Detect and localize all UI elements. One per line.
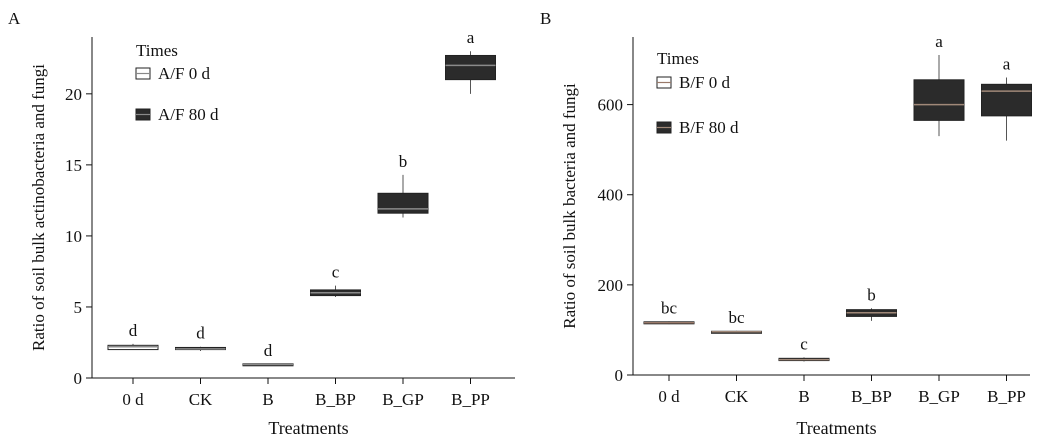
box-body	[981, 83, 1032, 117]
legend-item: A/F 80 d	[135, 105, 219, 124]
legend: Times B/F 0 d B/F 80 d	[656, 49, 739, 137]
legend-label: B/F 80 d	[679, 118, 739, 137]
x-tick-label: B_PP	[451, 390, 490, 409]
significance-letter: b	[399, 152, 408, 171]
x-tick-label: 0 d	[122, 390, 144, 409]
box-body	[445, 54, 496, 81]
x-tick-label: CK	[189, 390, 213, 409]
x-tick-label: B	[798, 387, 809, 406]
box-plot-b-bp: b	[846, 285, 897, 321]
panel-label: A	[8, 9, 21, 28]
box-body	[377, 192, 429, 214]
significance-letter: a	[467, 28, 475, 47]
box-plot-b-bp: c	[310, 263, 361, 298]
x-tick-label: B_BP	[315, 390, 356, 409]
chart-panel-a: A 0 5 10 15 20 Ratio of soil bulk actinobacter…	[8, 9, 515, 438]
x-axis-label: Treatments	[796, 418, 876, 438]
x-tick-label: B_GP	[382, 390, 424, 409]
significance-letter: a	[1003, 55, 1011, 74]
y-tick-label: 0	[615, 366, 624, 385]
x-tick-label: CK	[725, 387, 749, 406]
box-plot-b: c	[778, 334, 830, 362]
box-body	[913, 79, 965, 121]
significance-letter: bc	[728, 308, 745, 327]
x-tick-label: 0 d	[658, 387, 680, 406]
x-tick-label: B_PP	[987, 387, 1026, 406]
significance-letter: d	[129, 321, 138, 340]
legend-item: B/F 80 d	[656, 118, 739, 137]
panel-label: B	[540, 9, 551, 28]
legend-item: A/F 0 d	[135, 64, 210, 83]
y-tick-label: 0	[74, 369, 83, 388]
y-tick-label: 15	[65, 156, 82, 175]
y-tick-label: 200	[598, 276, 624, 295]
x-tick-label: B_BP	[851, 387, 892, 406]
box-plot-0-d: bc	[643, 298, 695, 325]
y-tick-label: 5	[74, 298, 83, 317]
legend-label: A/F 0 d	[158, 64, 210, 83]
legend-label: A/F 80 d	[158, 105, 219, 124]
significance-letter: d	[264, 341, 273, 360]
y-tick-label: 400	[598, 186, 624, 205]
y-axis-label: Ratio of soil bulk actinobacteria and fu…	[29, 64, 48, 351]
x-axis-label: Treatments	[268, 418, 348, 438]
x-tick-label: B_GP	[918, 387, 960, 406]
significance-letter: a	[935, 32, 943, 51]
y-tick-label: 600	[598, 96, 624, 115]
box-plot-b-gp: a	[913, 32, 965, 137]
y-tick-label: 10	[65, 227, 82, 246]
box-plot-b: d	[242, 341, 294, 367]
significance-letter: c	[332, 263, 340, 282]
legend: Times A/F 0 d A/F 80 d	[135, 41, 219, 124]
significance-letter: d	[196, 324, 205, 343]
legend-item: B/F 0 d	[656, 73, 731, 92]
significance-letter: c	[800, 334, 808, 353]
box-plot-b-pp: a	[981, 55, 1032, 141]
box-plot-ck: bc	[711, 308, 762, 334]
box-plot-0-d: d	[107, 321, 159, 351]
x-tick-label: B	[262, 390, 273, 409]
box-plot-b-pp: a	[445, 28, 496, 94]
legend-title: Times	[657, 49, 699, 68]
chart-panel-b: B 0 200 400 600 Ratio of soil bulk bacteria a…	[540, 9, 1032, 438]
y-tick-label: 20	[65, 85, 82, 104]
legend-title: Times	[136, 41, 178, 60]
y-axis-label: Ratio of soil bulk bacteria and fungi	[560, 83, 579, 329]
legend-label: B/F 0 d	[679, 73, 731, 92]
box-plot-b-gp: b	[377, 152, 429, 218]
significance-letter: b	[867, 285, 876, 304]
box-plot-ck: d	[175, 324, 226, 352]
significance-letter: bc	[661, 298, 678, 317]
